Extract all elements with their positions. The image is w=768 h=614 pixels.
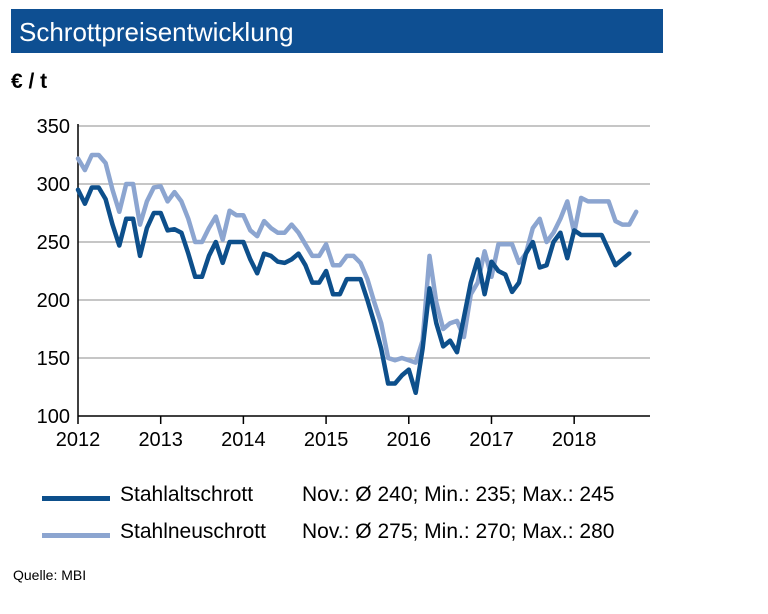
series-line-stahlaltschrott <box>75 185 632 396</box>
legend-swatch-stahlneuschrott <box>42 533 110 538</box>
legend-swatch-stahlaltschrott <box>42 496 110 501</box>
x-tick-label: 2018 <box>552 429 597 451</box>
y-tick-label: 250 <box>37 232 70 254</box>
legend-stats: Nov.: Ø 275; Min.: 270; Max.: 280 <box>302 520 615 543</box>
x-tick-label: 2012 <box>56 429 101 451</box>
chart-title: Schrottpreisentwicklung <box>19 17 294 47</box>
y-tick-label: 150 <box>37 348 70 370</box>
y-tick-label: 350 <box>37 116 70 138</box>
y-tick-label: 200 <box>37 290 70 312</box>
x-tick-label: 2014 <box>221 429 266 451</box>
x-tick-label: 2015 <box>304 429 349 451</box>
x-tick-label: 2017 <box>469 429 514 451</box>
y-tick-label: 300 <box>37 174 70 196</box>
y-tick-label: 100 <box>37 406 70 428</box>
y-axis-unit: € / t <box>11 70 48 93</box>
source-note: Quelle: MBI <box>13 567 87 583</box>
legend-stats: Nov.: Ø 240; Min.: 235; Max.: 245 <box>302 483 615 506</box>
x-tick-label: 2016 <box>387 429 432 451</box>
title-bar: Schrottpreisentwicklung <box>11 9 663 53</box>
legend-label: Stahlneuschrott <box>120 520 266 543</box>
x-tick-label: 2013 <box>138 429 183 451</box>
legend-label: Stahlaltschrott <box>120 483 254 506</box>
line-chart: 100 150 200 250 300 350 2012 2013 2014 2015 2016 20… <box>37 116 650 451</box>
series-line-stahlneuschrott <box>75 152 639 365</box>
